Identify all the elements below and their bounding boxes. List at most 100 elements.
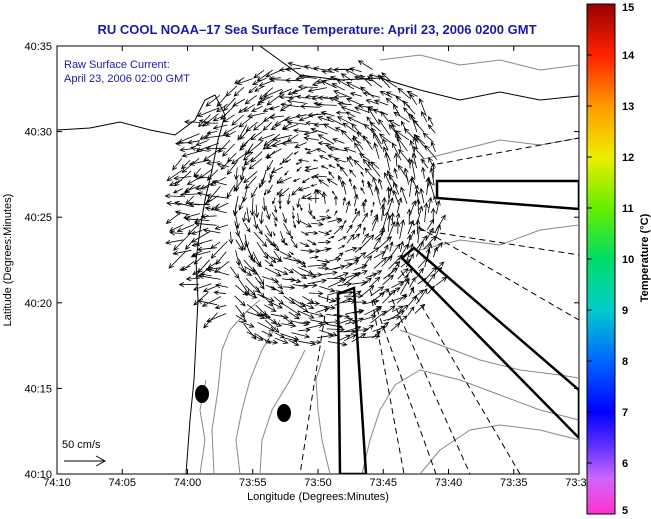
current-vector (287, 89, 299, 95)
current-vector (391, 142, 402, 161)
current-vector (393, 167, 398, 179)
current-vector (184, 184, 202, 193)
current-vector (231, 151, 248, 165)
current-vector (427, 196, 433, 213)
current-vector (351, 210, 360, 223)
current-vector (415, 240, 424, 257)
current-vector (250, 105, 263, 112)
current-vector (390, 212, 395, 224)
current-vector (168, 251, 186, 269)
current-vector (174, 210, 190, 216)
current-vector (293, 151, 299, 155)
current-vector (409, 276, 416, 288)
current-vector (288, 311, 300, 320)
current-vector (282, 212, 287, 224)
current-vector (343, 271, 361, 285)
current-vector (316, 217, 326, 222)
current-vector (193, 174, 210, 180)
current-vector (262, 122, 272, 131)
current-vector (388, 123, 402, 140)
colorbar-tick-label: 7 (622, 407, 628, 419)
current-vector (407, 306, 415, 316)
current-vector (304, 147, 311, 151)
current-vector (252, 121, 264, 131)
current-vector (362, 314, 377, 321)
current-vector (417, 256, 429, 269)
current-vector (363, 247, 380, 259)
current-vector (388, 254, 403, 270)
current-vector (351, 333, 367, 343)
current-vector (435, 261, 445, 271)
current-vector (328, 97, 346, 105)
current-vector (334, 210, 338, 216)
current-vector (374, 185, 381, 206)
current-vector (299, 104, 320, 110)
current-vector (392, 189, 400, 205)
current-vector (265, 284, 277, 291)
current-vector (321, 69, 335, 75)
current-vector (246, 112, 266, 119)
current-vector (282, 124, 299, 131)
y-tick-label: 40:15 (24, 383, 52, 395)
current-vector (307, 311, 325, 318)
current-vector (370, 310, 387, 324)
current-vector (195, 140, 208, 146)
current-vector (215, 283, 229, 289)
current-vector (339, 166, 348, 177)
x-axis: 74:10 74:05 74:00 73:55 73:50 73:45 73:40 73:35… (43, 46, 593, 489)
current-vector (263, 133, 281, 146)
current-vector (256, 241, 269, 260)
current-vector (281, 241, 289, 246)
current-vector (236, 78, 253, 85)
current-vector (334, 297, 353, 306)
current-vector (239, 167, 245, 181)
current-vector (265, 148, 282, 159)
current-vector (396, 197, 403, 214)
current-vector (362, 226, 366, 235)
current-vector (372, 201, 375, 207)
current-vector (351, 290, 362, 298)
current-vector (373, 236, 381, 250)
current-vector (387, 243, 401, 261)
current-vector (352, 327, 369, 333)
current-vector (166, 200, 182, 206)
current-vector (400, 186, 408, 204)
current-vector (307, 278, 328, 285)
current-vector (426, 285, 435, 295)
current-vector (428, 180, 435, 198)
current-vector (345, 200, 351, 214)
current-vector (294, 142, 307, 149)
current-vector (312, 159, 318, 162)
current-vector (229, 266, 240, 280)
current-vector (354, 106, 370, 113)
current-vector (318, 155, 329, 160)
current-vector (181, 149, 204, 158)
current-vector (435, 276, 448, 286)
current-vector (353, 193, 359, 207)
current-vector (262, 113, 276, 123)
current-vector (336, 116, 354, 126)
current-vector (338, 245, 346, 250)
current-vector (258, 95, 274, 103)
current-vector (292, 257, 307, 268)
current-vector (271, 277, 284, 290)
current-vector (242, 151, 254, 161)
current-vector (258, 80, 273, 87)
current-vector (380, 110, 390, 123)
current-vector (347, 116, 366, 126)
current-vector (407, 219, 414, 235)
current-vector (303, 65, 317, 71)
current-vector (321, 191, 327, 205)
current-vector (264, 339, 279, 345)
current-vector (274, 337, 289, 344)
current-vector (257, 321, 275, 332)
current-vector (212, 124, 228, 130)
current-vector (206, 313, 227, 323)
current-vector (328, 164, 336, 169)
current-vector (278, 88, 293, 95)
current-vector (345, 259, 360, 269)
x-tick-label: 73:35 (500, 477, 528, 489)
current-vector (355, 299, 368, 305)
current-vector (199, 272, 212, 277)
current-vector (370, 276, 381, 287)
